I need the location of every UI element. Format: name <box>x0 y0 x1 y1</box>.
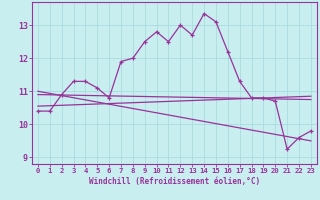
X-axis label: Windchill (Refroidissement éolien,°C): Windchill (Refroidissement éolien,°C) <box>89 177 260 186</box>
